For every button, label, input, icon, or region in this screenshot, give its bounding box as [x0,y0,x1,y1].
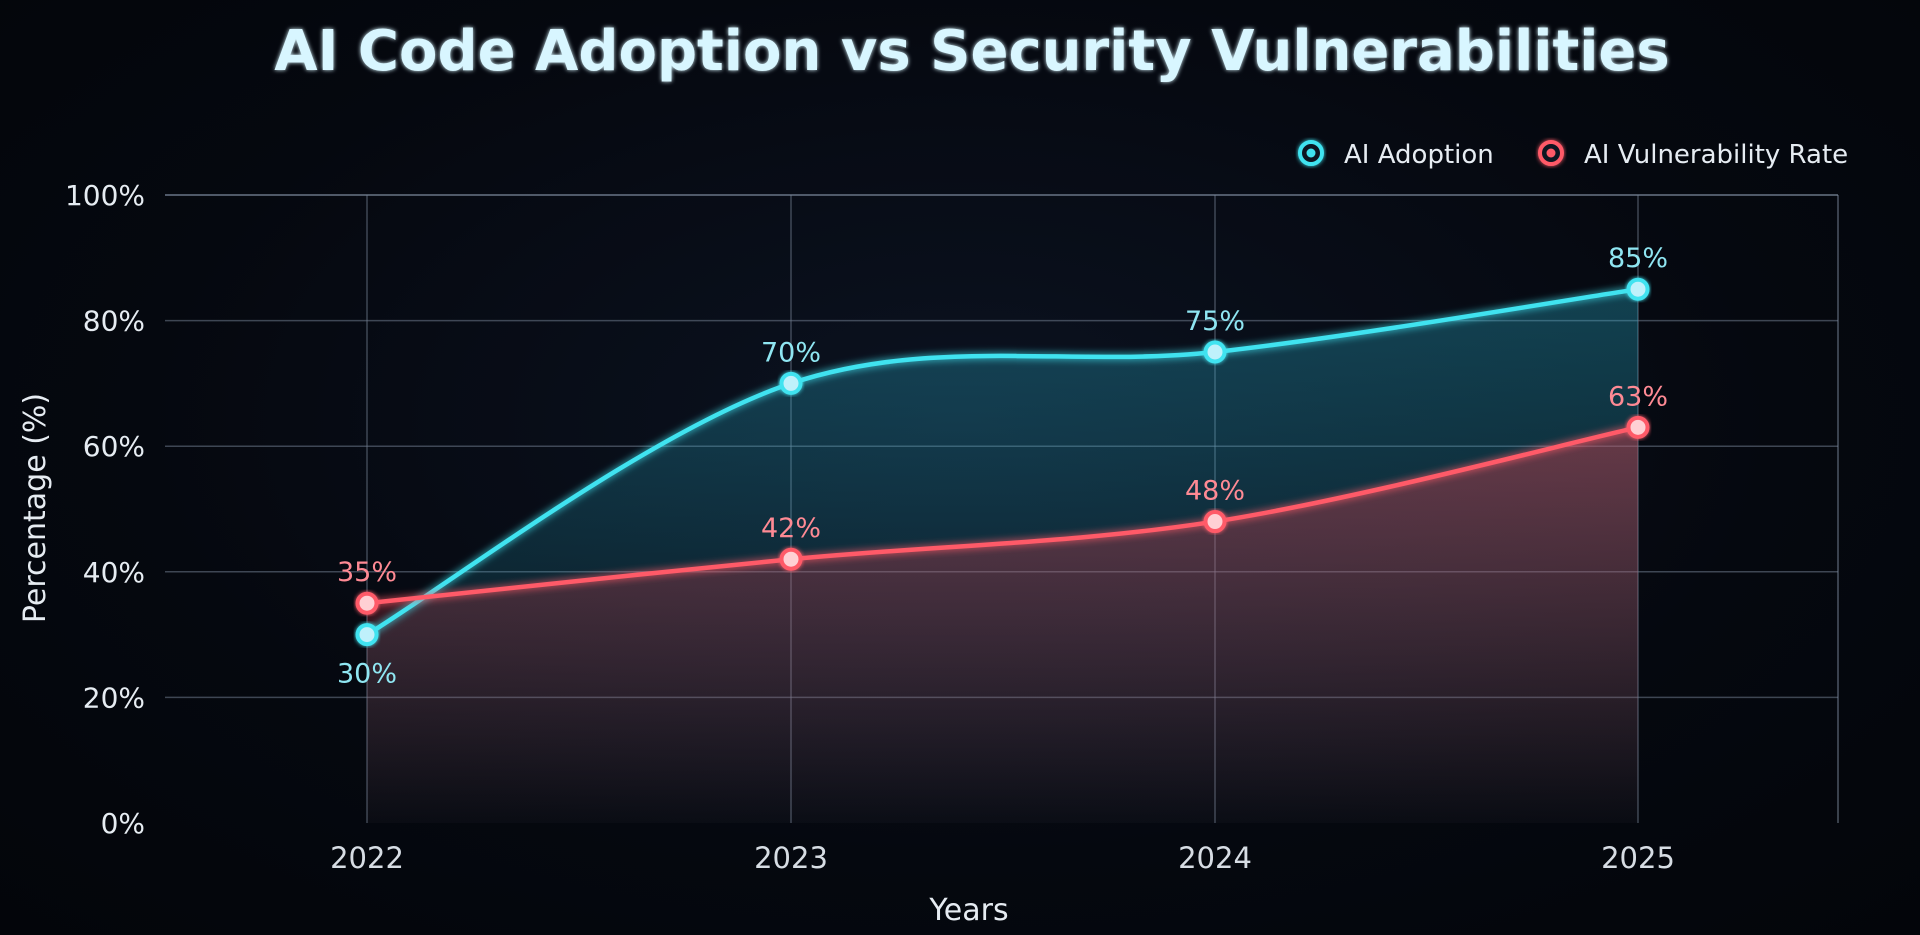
data-point [1626,415,1650,439]
y-axis-label: Percentage (%) [18,393,53,623]
series-points [355,277,1650,647]
data-label: 48% [1185,476,1245,507]
legend-swatch-dot [1546,148,1556,158]
data-label: 75% [1185,306,1245,337]
data-point [355,623,379,647]
x-tick-label: 2025 [1601,841,1675,875]
legend-swatch-dot [1306,148,1316,158]
chart-title: AI Code Adoption vs Security Vulnerabili… [274,19,1670,84]
series-area-1 [367,427,1638,823]
data-labels: 30% 70% 75% 85% 35% 42% 48% 63% [337,243,1668,689]
y-tick-label: 40% [83,556,145,589]
data-point [355,591,379,615]
y-tick-label: 60% [83,430,145,463]
y-tick-label: 20% [83,681,145,714]
x-tick-label: 2022 [330,841,404,875]
data-label: 30% [337,659,397,690]
data-label: 85% [1608,243,1668,274]
series-line-1 [366,425,1639,606]
data-point [779,371,803,395]
data-label: 63% [1608,381,1668,412]
y-tick-label: 0% [101,807,145,840]
legend-label: AI Adoption [1344,140,1494,170]
data-label: 35% [337,557,397,588]
series-areas [367,289,1638,823]
data-point [1626,277,1650,301]
y-tick-label: 80% [83,305,145,338]
x-tick-label: 2024 [1178,841,1252,875]
legend-label: AI Vulnerability Rate [1584,140,1848,170]
x-tick-label: 2023 [754,841,828,875]
series-line-0 [365,286,1639,637]
data-point [1203,340,1227,364]
data-point [1203,510,1227,534]
data-label: 42% [761,513,821,544]
data-label: 70% [761,337,821,368]
y-tick-label: 100% [65,179,145,212]
x-axis-label: Years [928,893,1008,928]
legend: AI Adoption AI Vulnerability Rate [1289,140,1848,170]
data-point [779,547,803,571]
axes: 0% 20% 40% 60% 80% 100% 2022 2023 2024 2025 [65,179,1838,875]
series-lines [365,286,1639,637]
